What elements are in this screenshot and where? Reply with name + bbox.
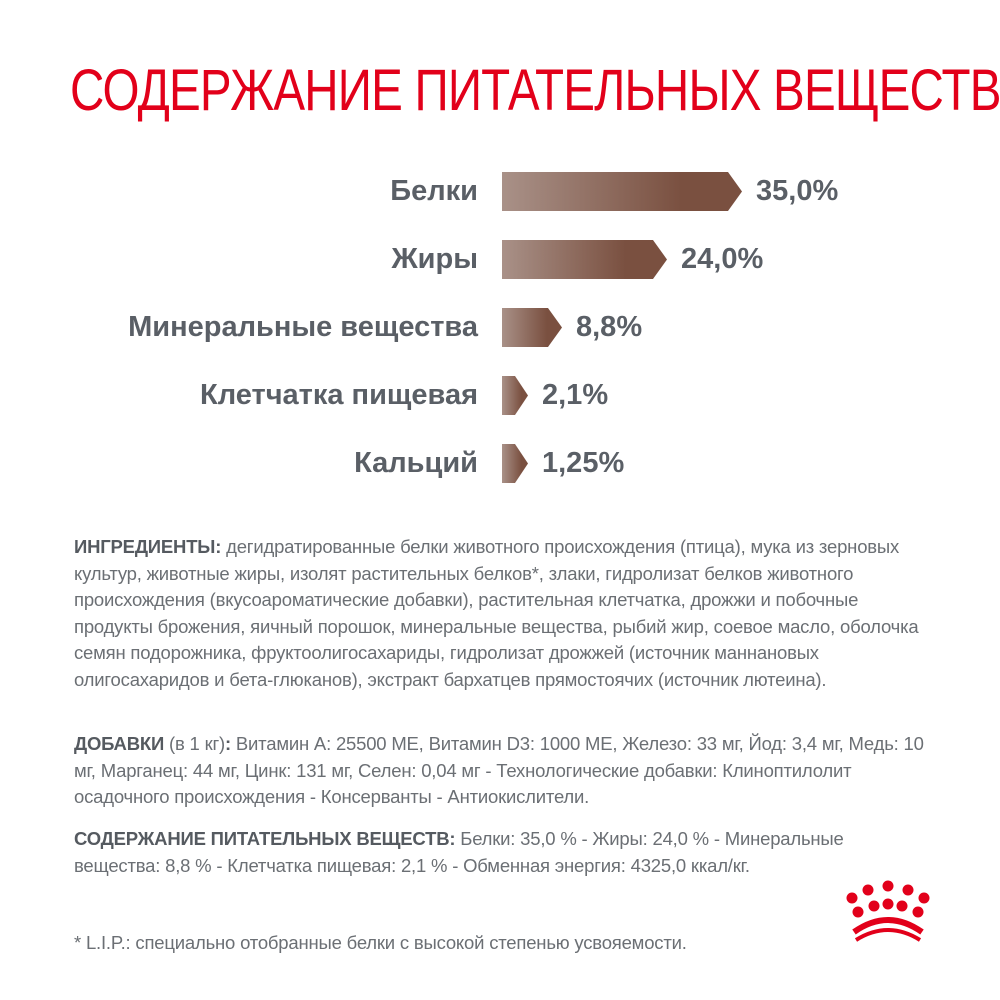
chart-row: Жиры 24,0% <box>0 231 1000 287</box>
chart-row: Кальций 1,25% <box>0 435 1000 491</box>
additives-heading: ДОБАВКИ <box>74 733 165 754</box>
chart-row-value: 8,8% <box>576 311 643 343</box>
chart-row-value: 2,1% <box>542 379 609 411</box>
additives-colon: : <box>224 733 231 754</box>
chart-row: Минеральные вещества 8,8% <box>0 299 1000 355</box>
chart-row: Белки 35,0% <box>0 163 1000 219</box>
additives-paragraph: ДОБАВКИ (в 1 кг): Витамин А: 25500 МЕ, В… <box>74 731 934 811</box>
chart-bar <box>502 308 562 347</box>
additives-text: Витамин А: 25500 МЕ, Витамин D3: 1000 МЕ… <box>74 733 924 807</box>
chart-row-label: Клетчатка пищевая <box>200 379 478 411</box>
chart-row-label: Минеральные вещества <box>128 311 478 343</box>
nutrients-paragraph: СОДЕРЖАНИЕ ПИТАТЕЛЬНЫХ ВЕЩЕСТВ: Белки: 3… <box>74 826 934 879</box>
chart-bar <box>502 444 528 483</box>
ingredients-text: дегидратированные белки животного происх… <box>74 536 919 690</box>
chart-row-label: Белки <box>390 175 478 207</box>
chart-row-value: 24,0% <box>681 243 764 275</box>
chart-row-label: Кальций <box>354 447 478 479</box>
ingredients-heading: ИНГРЕДИЕНТЫ: <box>74 536 222 557</box>
chart-row-label: Жиры <box>391 243 478 275</box>
chart-bar <box>502 240 667 279</box>
royal-canin-crown-icon <box>838 880 938 942</box>
additives-subheading: (в 1 кг) <box>164 733 225 754</box>
chart-row-value: 35,0% <box>756 175 839 207</box>
chart-row-value: 1,25% <box>542 447 625 479</box>
nutrients-heading: СОДЕРЖАНИЕ ПИТАТЕЛЬНЫХ ВЕЩЕСТВ: <box>74 828 456 849</box>
chart-bar <box>502 172 742 211</box>
chart-row: Клетчатка пищевая 2,1% <box>0 367 1000 423</box>
footnote: * L.I.P.: специально отобранные белки с … <box>74 932 687 953</box>
nutrients-text: Белки: 35,0 % - Жиры: 24,0 % - Минеральн… <box>74 828 844 876</box>
page-title: СОДЕРЖАНИЕ ПИТАТЕЛЬНЫХ ВЕЩЕСТВ <box>70 58 1000 123</box>
chart-bar <box>502 376 528 415</box>
ingredients-paragraph: ИНГРЕДИЕНТЫ: дегидратированные белки жив… <box>74 534 934 693</box>
